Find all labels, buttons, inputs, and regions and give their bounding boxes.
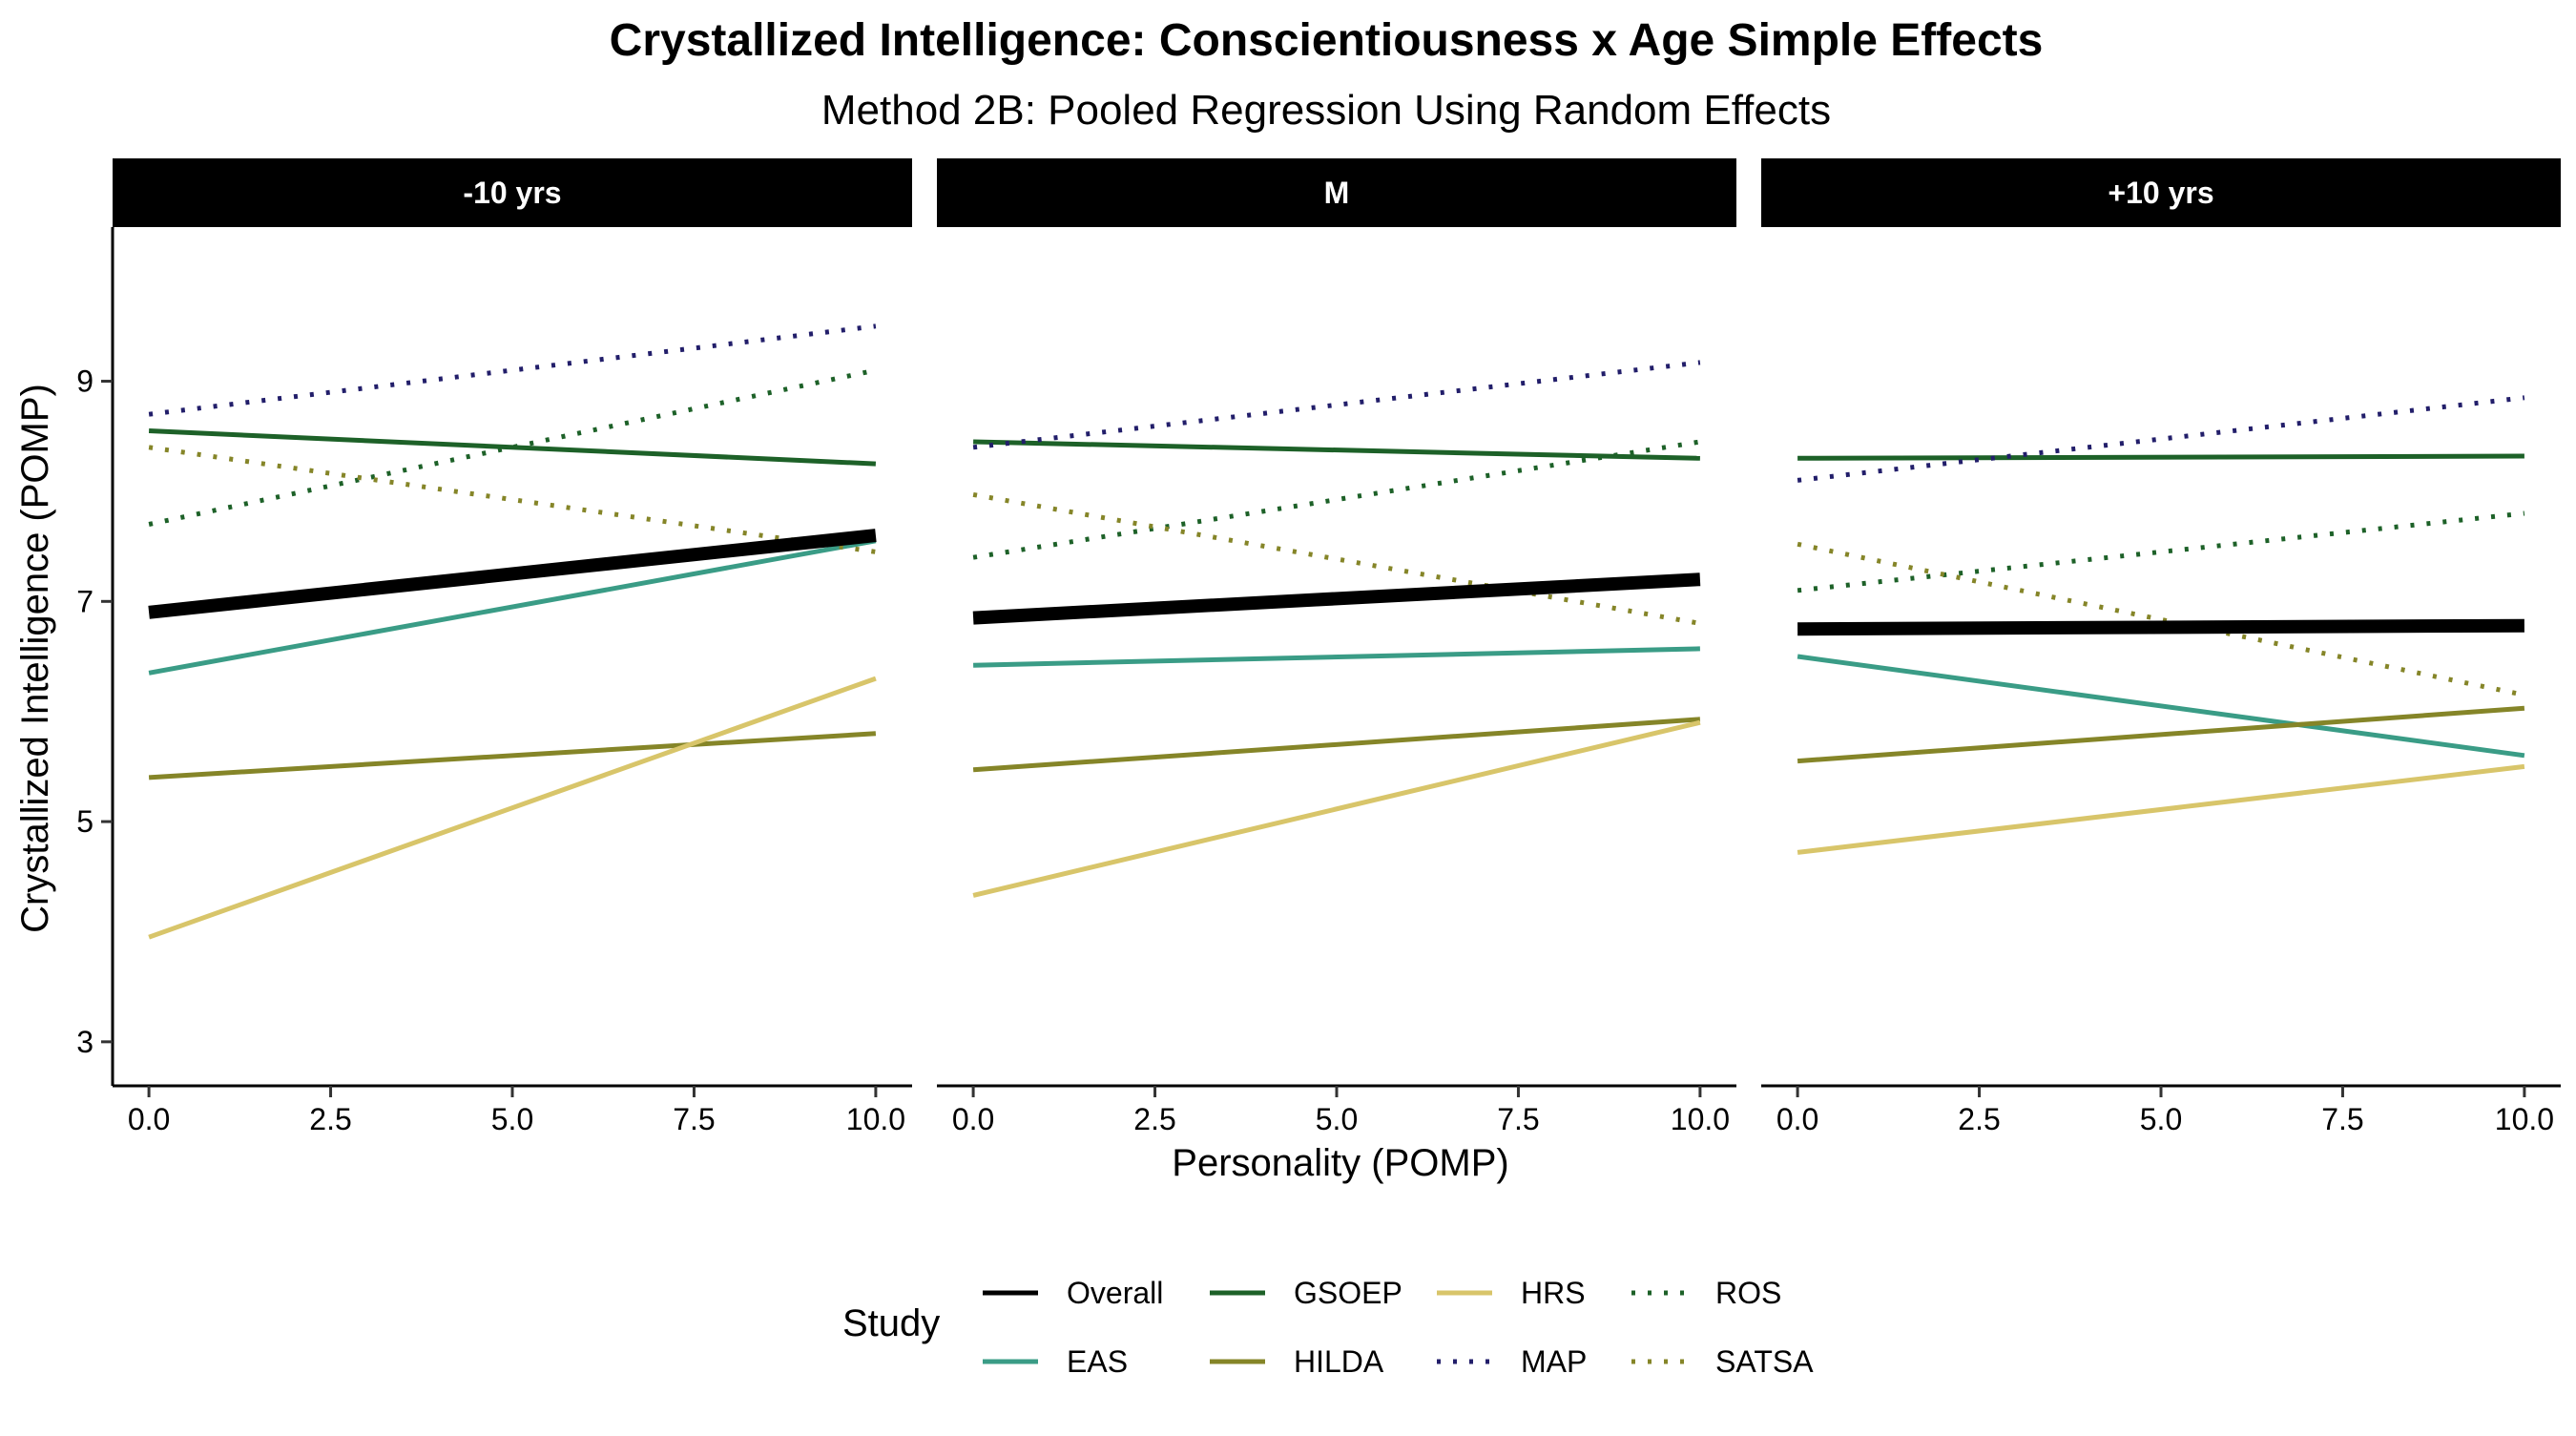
chart-subtitle: Method 2B: Pooled Regression Using Rando… [821, 87, 1831, 134]
series-line-map [972, 360, 1701, 450]
series-line-ros [972, 439, 1701, 560]
x-tick-label: 10.0 [1671, 1102, 1730, 1136]
x-tick-label: 0.0 [952, 1102, 994, 1136]
legend-entry-map: MAP [1437, 1344, 1587, 1379]
series-line-ros [1797, 510, 2525, 593]
legend-entry-satsa: SATSA [1631, 1344, 1814, 1379]
facet-strip [1761, 158, 2561, 227]
legend: Study Overall EAS GSOEP HILDA HRS MAP ROS SATSA [842, 1276, 1814, 1379]
series-line-eas [1797, 654, 2525, 759]
series-line-hrs [1797, 763, 2525, 855]
series-line-overall [148, 529, 877, 619]
x-tick-label: 0.0 [1776, 1102, 1818, 1136]
legend-entry-hilda: HILDA [1210, 1344, 1384, 1379]
y-tick-label: 7 [76, 584, 93, 618]
x-tick-label: 7.5 [2321, 1102, 2363, 1136]
series-line-hilda [972, 717, 1701, 773]
x-tick-label: 2.5 [1958, 1102, 2000, 1136]
series-line-hilda [148, 731, 877, 780]
legend-label: HILDA [1294, 1344, 1384, 1379]
legend-title: Study [842, 1302, 940, 1344]
series-line-map [1797, 395, 2525, 483]
legend-label: ROS [1715, 1276, 1781, 1310]
x-tick-label: 5.0 [1316, 1102, 1358, 1136]
chart-title: Crystallized Intelligence: Conscientious… [610, 15, 2044, 66]
series-line-gsoep [1797, 453, 2524, 461]
y-axis-label: Crystallized Intelligence (POMP) [14, 384, 56, 933]
series-line-eas [148, 538, 877, 676]
series-line-overall [1797, 618, 2524, 636]
series-line-hilda [1797, 705, 2525, 764]
x-tick-label: 5.0 [491, 1102, 533, 1136]
x-axis-label: Personality (POMP) [1172, 1142, 1508, 1184]
series-line-map [148, 323, 877, 417]
x-tick-label: 2.5 [1133, 1102, 1175, 1136]
series-line-hrs [148, 676, 877, 940]
series-line-gsoep [973, 439, 1700, 461]
series-line-hrs [972, 719, 1701, 898]
legend-entry-gsoep: GSOEP [1210, 1276, 1402, 1310]
panel-m: M 0.0 2.5 5.0 7.5 10.0 [937, 158, 1736, 1136]
x-tick-label: 5.0 [2140, 1102, 2182, 1136]
panel-10-yrs: -10 yrs 3 5 7 9 0.0 2.5 5.0 7.5 10.0 [76, 158, 912, 1136]
legend-label: EAS [1067, 1344, 1128, 1379]
series-line-ros [148, 367, 877, 527]
series-line-satsa [1797, 541, 2525, 697]
legend-label: SATSA [1715, 1344, 1814, 1379]
series-line-overall [972, 572, 1701, 625]
series-line-satsa [148, 445, 877, 554]
y-tick-label: 5 [76, 804, 93, 839]
series-line-gsoep [148, 428, 877, 467]
legend-entry-ros: ROS [1631, 1276, 1781, 1310]
legend-entry-hrs: HRS [1437, 1276, 1586, 1310]
facet-strip [113, 158, 912, 227]
facet-strip-label: M [1324, 176, 1350, 210]
x-tick-label: 2.5 [309, 1102, 351, 1136]
panels: -10 yrs 3 5 7 9 0.0 2.5 5.0 7.5 10.0 M 0.0 2.5 5.0 7.5… [76, 158, 2561, 1136]
facet-strip [937, 158, 1736, 227]
x-tick-label: 7.5 [673, 1102, 715, 1136]
legend-label: MAP [1521, 1344, 1587, 1379]
series-line-eas [973, 646, 1700, 668]
x-tick-label: 7.5 [1497, 1102, 1539, 1136]
y-tick-label: 9 [76, 364, 93, 399]
x-tick-label: 10.0 [2495, 1102, 2554, 1136]
panel-10-yrs: +10 yrs 0.0 2.5 5.0 7.5 10.0 [1761, 158, 2561, 1136]
legend-label: Overall [1067, 1276, 1163, 1310]
x-tick-label: 10.0 [846, 1102, 905, 1136]
legend-entry-overall: Overall [983, 1276, 1163, 1310]
legend-entry-eas: EAS [983, 1344, 1128, 1379]
legend-label: GSOEP [1294, 1276, 1402, 1310]
legend-label: HRS [1521, 1276, 1586, 1310]
x-tick-label: 0.0 [128, 1102, 170, 1136]
facet-strip-label: -10 yrs [463, 176, 561, 210]
y-tick-label: 3 [76, 1025, 93, 1059]
facet-strip-label: +10 yrs [2108, 176, 2213, 210]
